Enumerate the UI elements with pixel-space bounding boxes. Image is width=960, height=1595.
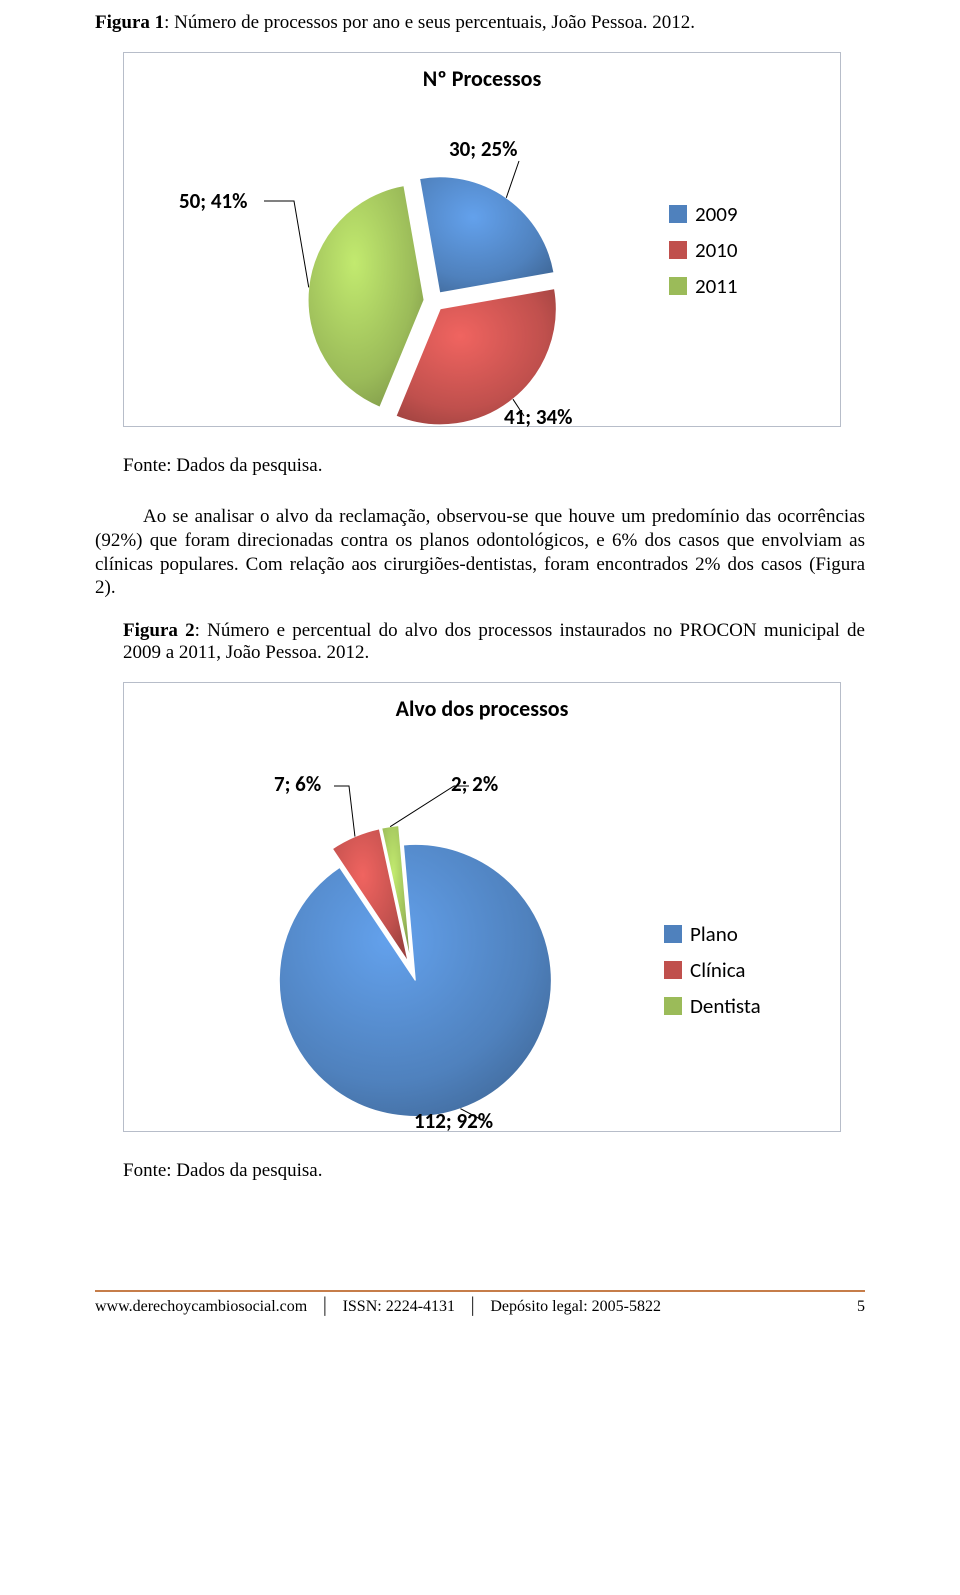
legend-label: 2010	[695, 237, 738, 263]
figure2-title-text: : Número e percentual do alvo dos proces…	[123, 620, 865, 663]
figure2-source: Fonte: Dados da pesquisa.	[123, 1160, 865, 1182]
legend-item: Plano	[664, 921, 761, 947]
figure1-label: Figura 1	[95, 12, 164, 33]
legend-swatch	[664, 997, 682, 1015]
legend-item: 2010	[669, 237, 738, 263]
legend-item: 2009	[669, 201, 738, 227]
pie-slice	[279, 844, 551, 1116]
legend-label: Clínica	[690, 957, 745, 983]
chart-legend: Plano Clínica Dentista	[664, 921, 761, 1029]
legend-label: 2009	[695, 201, 738, 227]
figure1-chart-title: Nº Processos	[124, 65, 840, 92]
figure1-title-text: : Número de processos por ano e seus per…	[164, 12, 695, 33]
legend-label: Plano	[690, 921, 738, 947]
legend-swatch	[664, 925, 682, 943]
legend-swatch	[669, 205, 687, 223]
footer-sep-2: │	[459, 1298, 486, 1315]
figure1-chart-box: Nº Processos 30; 25%41; 34%50; 41%200920…	[123, 52, 841, 427]
legend-label: Dentista	[690, 993, 761, 1019]
footer-site: www.derechoycambiosocial.com	[95, 1298, 307, 1315]
page-footer: www.derechoycambiosocial.com │ ISSN: 222…	[0, 1298, 960, 1316]
figure1-source: Fonte: Dados da pesquisa.	[123, 455, 865, 477]
footer-issn: ISSN: 2224-4131	[343, 1298, 455, 1315]
figure2-label: Figura 2	[123, 620, 195, 641]
pie-data-label: 2; 2%	[451, 771, 498, 797]
pie-data-label: 30; 25%	[449, 136, 517, 162]
figure1-caption: Figura 1: Número de processos por ano e …	[95, 12, 865, 34]
figure2-caption: Figura 2: Número e percentual do alvo do…	[123, 620, 865, 664]
legend-swatch	[669, 241, 687, 259]
legend-item: Dentista	[664, 993, 761, 1019]
footer-sep-1: │	[311, 1298, 338, 1315]
figure2-chart-title: Alvo dos processos	[124, 695, 840, 722]
legend-item: Clínica	[664, 957, 761, 983]
footer-page-number: 5	[857, 1298, 865, 1316]
legend-label: 2011	[695, 273, 738, 299]
footer-left: www.derechoycambiosocial.com │ ISSN: 222…	[95, 1298, 661, 1316]
chart-legend: 2009 2010 2011	[669, 201, 738, 309]
figure2-chart-body: 112; 92% 7; 6% 2; 2% Plano Clínica Dentista	[124, 736, 840, 1131]
pie-slice	[420, 177, 554, 293]
footer-divider	[95, 1290, 865, 1292]
pie-data-label: 50; 41%	[179, 188, 247, 214]
figure2-chart-box: Alvo dos processos 112; 92% 7; 6% 2; 2% Pla…	[123, 682, 841, 1132]
legend-swatch	[669, 277, 687, 295]
pie-data-label: 112; 92%	[414, 1108, 493, 1134]
paragraph-1: Ao se analisar o alvo da reclamação, obs…	[95, 505, 865, 600]
figure1-chart-body: 30; 25%41; 34%50; 41%200920102011	[124, 106, 840, 426]
pie-slice	[308, 186, 424, 407]
legend-swatch	[664, 961, 682, 979]
legend-item: 2011	[669, 273, 738, 299]
footer-deposito: Depósito legal: 2005-5822	[490, 1298, 661, 1315]
pie-data-label: 41; 34%	[504, 404, 572, 430]
pie-data-label: 7; 6%	[274, 771, 321, 797]
